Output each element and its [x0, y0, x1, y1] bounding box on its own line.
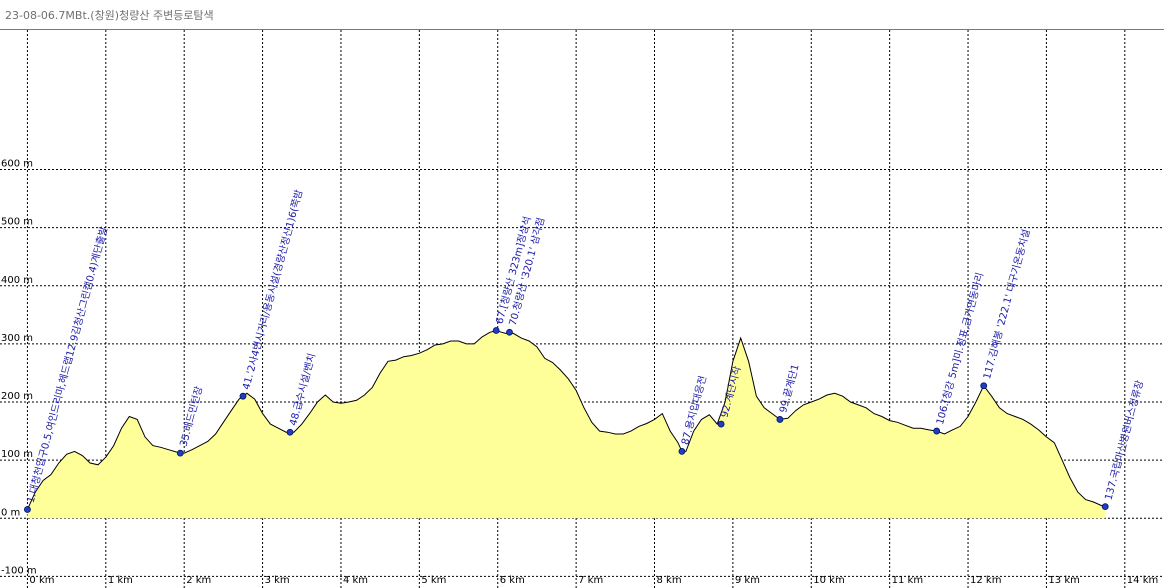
- waypoint-label: 137.국립마산병원버스정류장: [1102, 379, 1147, 502]
- x-axis-ticks: 0 km 1 km 2 km 3 km 4 km 5 km 6 km 7 km 8 km 9 km…: [29, 575, 1158, 586]
- waypoint-marker[interactable]: [286, 428, 294, 436]
- y-tick-label: 0 m: [1, 507, 20, 518]
- elevation-area: [27, 330, 1106, 519]
- waypoint-marker[interactable]: [239, 392, 247, 400]
- x-tick-label: 7 km: [578, 575, 603, 586]
- x-tick-label: 9 km: [735, 575, 760, 586]
- waypoint-marker[interactable]: [980, 382, 988, 390]
- x-tick-label: 10 km: [813, 575, 844, 586]
- y-tick-label: -100 m: [1, 565, 37, 576]
- window-title: 23-08-06.7MBt.(창원)청량산 주변등로탐색: [5, 9, 214, 22]
- window-title-bar: 23-08-06.7MBt.(창원)청량산 주변등로탐색: [0, 0, 1164, 30]
- x-tick-label: 3 km: [265, 575, 290, 586]
- waypoint-marker[interactable]: [492, 327, 500, 334]
- x-tick-label: 12 km: [970, 575, 1001, 586]
- waypoint-marker[interactable]: [24, 506, 31, 513]
- waypoint-marker[interactable]: [1101, 503, 1109, 511]
- waypoint-label: 117.김해봉 '222.1' 대구기온동치설: [980, 228, 1033, 381]
- x-tick-label: 2 km: [186, 575, 211, 586]
- waypoint-marker[interactable]: [506, 328, 513, 336]
- waypoint-marker[interactable]: [933, 427, 941, 435]
- x-tick-label: 11 km: [892, 575, 923, 586]
- waypoint-marker[interactable]: [717, 420, 725, 428]
- x-tick-label: 14 km: [1127, 575, 1158, 586]
- waypoint-marker[interactable]: [678, 448, 686, 455]
- waypoint-label: 35.배드민턴장: [178, 385, 206, 448]
- x-tick-label: 1 km: [108, 575, 133, 586]
- x-tick-label: 4 km: [343, 575, 368, 586]
- waypoint-label: 41.'2사4변시거리/용동시설(경량산정산1)6(쪽밤: [239, 188, 305, 391]
- y-axis-ticks: -100 m 0 m 100 m 200 m 300 m 400 m 500 m 600 m: [1, 159, 37, 577]
- waypoint-marker[interactable]: [176, 449, 184, 457]
- waypoint-label: 99.끝계단1: [777, 363, 801, 414]
- elevation-profile-line: [26, 329, 1106, 510]
- x-tick-label: 0 km: [29, 575, 54, 586]
- x-tick-label: 6 km: [500, 575, 525, 586]
- y-tick-label: 200 m: [1, 391, 33, 402]
- y-tick-label: 300 m: [1, 333, 33, 344]
- y-tick-label: 500 m: [1, 217, 33, 228]
- x-tick-label: 13 km: [1048, 575, 1079, 586]
- x-tick-label: 8 km: [657, 575, 682, 586]
- x-tick-label: 5 km: [421, 575, 446, 586]
- y-tick-label: 400 m: [1, 275, 33, 286]
- waypoint-marker[interactable]: [776, 416, 784, 423]
- y-tick-label: 600 m: [1, 159, 33, 170]
- y-tick-label: 100 m: [1, 449, 33, 460]
